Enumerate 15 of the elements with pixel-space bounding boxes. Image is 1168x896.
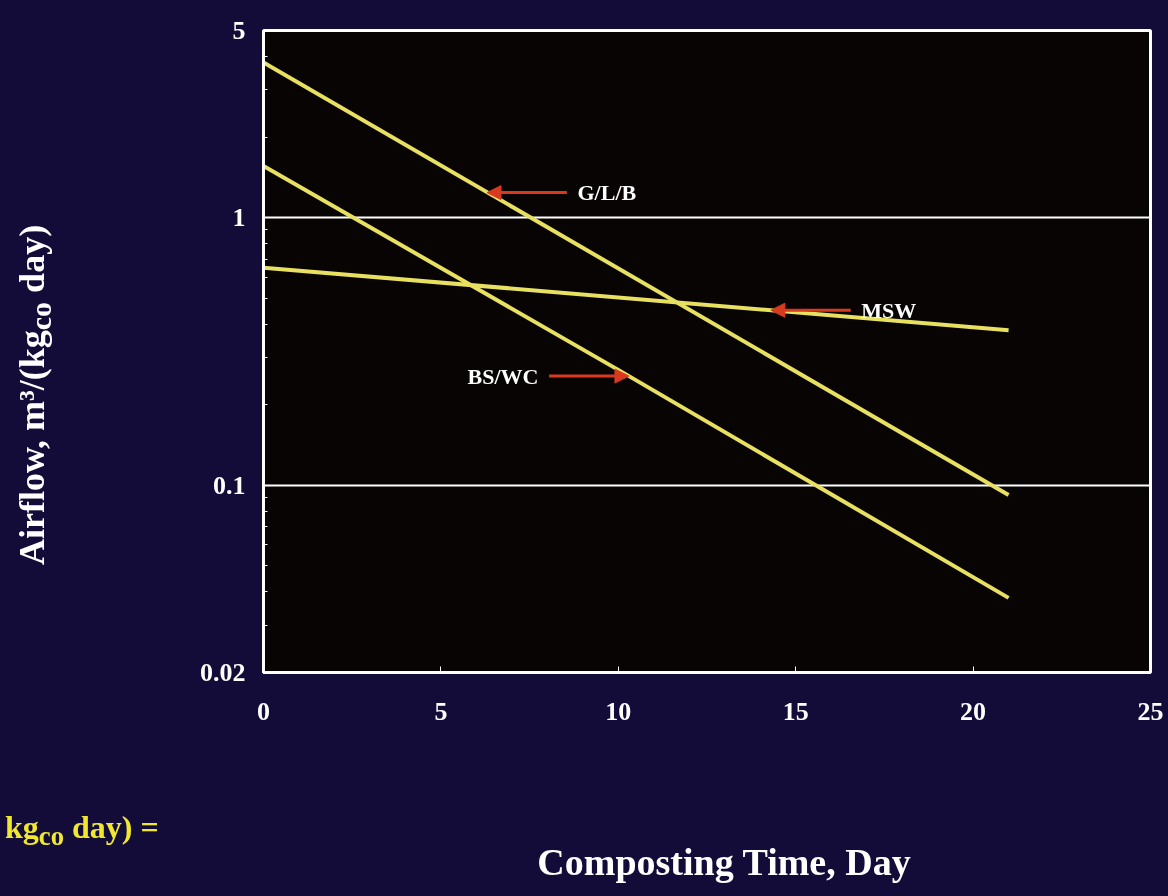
x-axis-title: Composting Time, Day [537,840,911,885]
y-tick-label: 5 [232,16,246,45]
y-tick-label: 0.02 [200,658,246,687]
x-tick-label: 10 [605,696,632,726]
y-tick-label: 1 [232,203,246,233]
text: kg$_{co}$ day) = [5,808,159,854]
x-tick-label: 0 [257,696,270,726]
annotation: MSW [861,297,917,323]
annotation: BS/WC [467,363,539,389]
x-tick-label: 25 [1137,696,1164,726]
annotation: G/L/B [577,180,637,206]
x-tick-label: 20 [960,696,987,726]
x-tick-label: 5 [434,696,448,726]
x-tick-label: 15 [782,696,809,726]
y-tick-label: 0.1 [213,470,246,500]
